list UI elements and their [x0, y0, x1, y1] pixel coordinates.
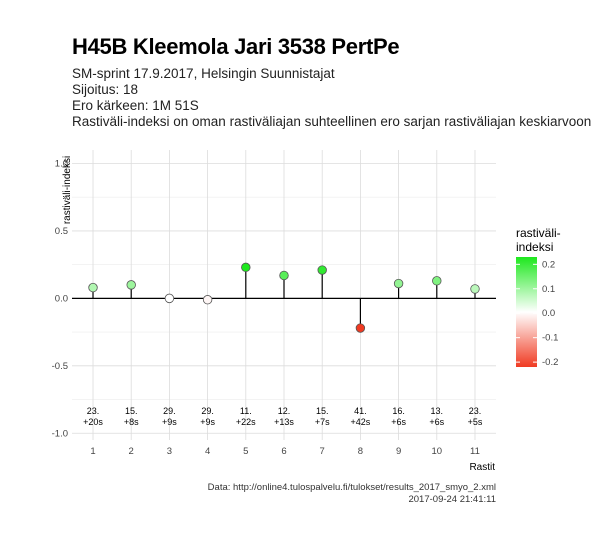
point-label-diff: +7s [315, 417, 330, 427]
chart-subtitle-event: SM-sprint 17.9.2017, Helsingin Suunnista… [72, 66, 335, 81]
x-tick-label: 4 [205, 446, 210, 457]
legend-title-line1: rastiväli- [516, 226, 561, 240]
point-label-rank: 15. [316, 406, 329, 416]
chart-subtitle-gap: Ero kärkeen: 1M 51S [72, 98, 199, 113]
data-point [279, 270, 289, 281]
point-label-diff: +20s [83, 417, 103, 427]
timestamp-caption: 2017-09-24 21:41:11 [408, 494, 496, 505]
grid: 1.0 0.5 0.0 -0.5 -1.0 1 2 3 4 5 6 7 8 9 10 11 [52, 150, 496, 457]
x-tick-label: 9 [396, 446, 401, 457]
y-tick-label: 1.0 [55, 158, 68, 169]
x-tick-label: 2 [129, 446, 134, 457]
point-label-rank: 29. [163, 406, 176, 416]
x-tick-label: 1 [90, 446, 95, 457]
y-tick-label: -0.5 [52, 361, 68, 372]
data-point [126, 280, 136, 290]
legend-tick-label: 0.2 [542, 259, 555, 270]
data-point [88, 282, 98, 293]
x-tick-label: 3 [167, 446, 172, 457]
point-label-diff: +5s [468, 417, 483, 427]
x-tick-label: 10 [432, 446, 443, 457]
chart-subtitle-description: Rastiväli-indeksi on oman rastiväliajan … [72, 114, 592, 129]
x-tick-label: 5 [243, 446, 248, 457]
y-axis-label: rastiväli-indeksi [62, 156, 73, 224]
point-label-diff: +8s [124, 417, 139, 427]
point-label-diff: +22s [236, 417, 256, 427]
data-point [317, 265, 327, 275]
legend-colorbar [516, 257, 537, 367]
data-source-caption: Data: http://online4.tulospalvelu.fi/tul… [207, 482, 496, 493]
data-point [164, 293, 175, 304]
y-tick-label: 0.0 [55, 293, 68, 304]
point-label-diff: +6s [429, 417, 444, 427]
legend-tick-label: 0.1 [542, 284, 555, 295]
x-tick-label: 7 [320, 446, 325, 457]
data-point [393, 278, 404, 289]
legend-tick-label: -0.1 [542, 333, 558, 344]
x-tick-label: 11 [470, 446, 480, 457]
point-label-diff: +42s [351, 417, 371, 427]
legend-tick-label: -0.2 [542, 357, 558, 368]
data-point [202, 295, 213, 305]
point-label-diff: +9s [200, 417, 215, 427]
point-label-rank: 41. [354, 406, 367, 416]
point-label-rank: 15. [125, 406, 138, 416]
data-point [470, 284, 480, 294]
y-tick-label: -1.0 [52, 428, 68, 439]
legend-title-line2: indeksi [516, 240, 553, 254]
legend-tick-label: 0.0 [542, 308, 555, 319]
point-label-rank: 13. [431, 406, 444, 416]
point-label-rank: 16. [392, 406, 405, 416]
data-point [241, 262, 251, 273]
point-label-diff: +9s [162, 417, 177, 427]
data-point [355, 323, 366, 333]
x-tick-label: 6 [281, 446, 286, 457]
data-marks: 23.+20s15.+8s29.+9s29.+9s11.+22s12.+13s1… [72, 262, 496, 427]
y-tick-label: 0.5 [55, 226, 68, 237]
point-label-rank: 23. [87, 406, 100, 416]
point-label-rank: 29. [201, 406, 214, 416]
chart-subtitle-placing: Sijoitus: 18 [72, 82, 139, 97]
point-label-diff: +13s [274, 417, 294, 427]
x-axis-label: Rastit [469, 462, 495, 473]
x-tick-label: 8 [358, 446, 363, 457]
chart-title: H45B Kleemola Jari 3538 PertPe [72, 34, 400, 59]
legend: rastiväli- indeksi 0.2 0.1 0.0 -0.1 -0.2 [516, 226, 561, 368]
point-label-rank: 12. [278, 406, 291, 416]
point-label-diff: +6s [391, 417, 406, 427]
data-point [432, 276, 442, 286]
point-label-rank: 11. [240, 406, 252, 416]
point-label-rank: 23. [469, 406, 482, 416]
